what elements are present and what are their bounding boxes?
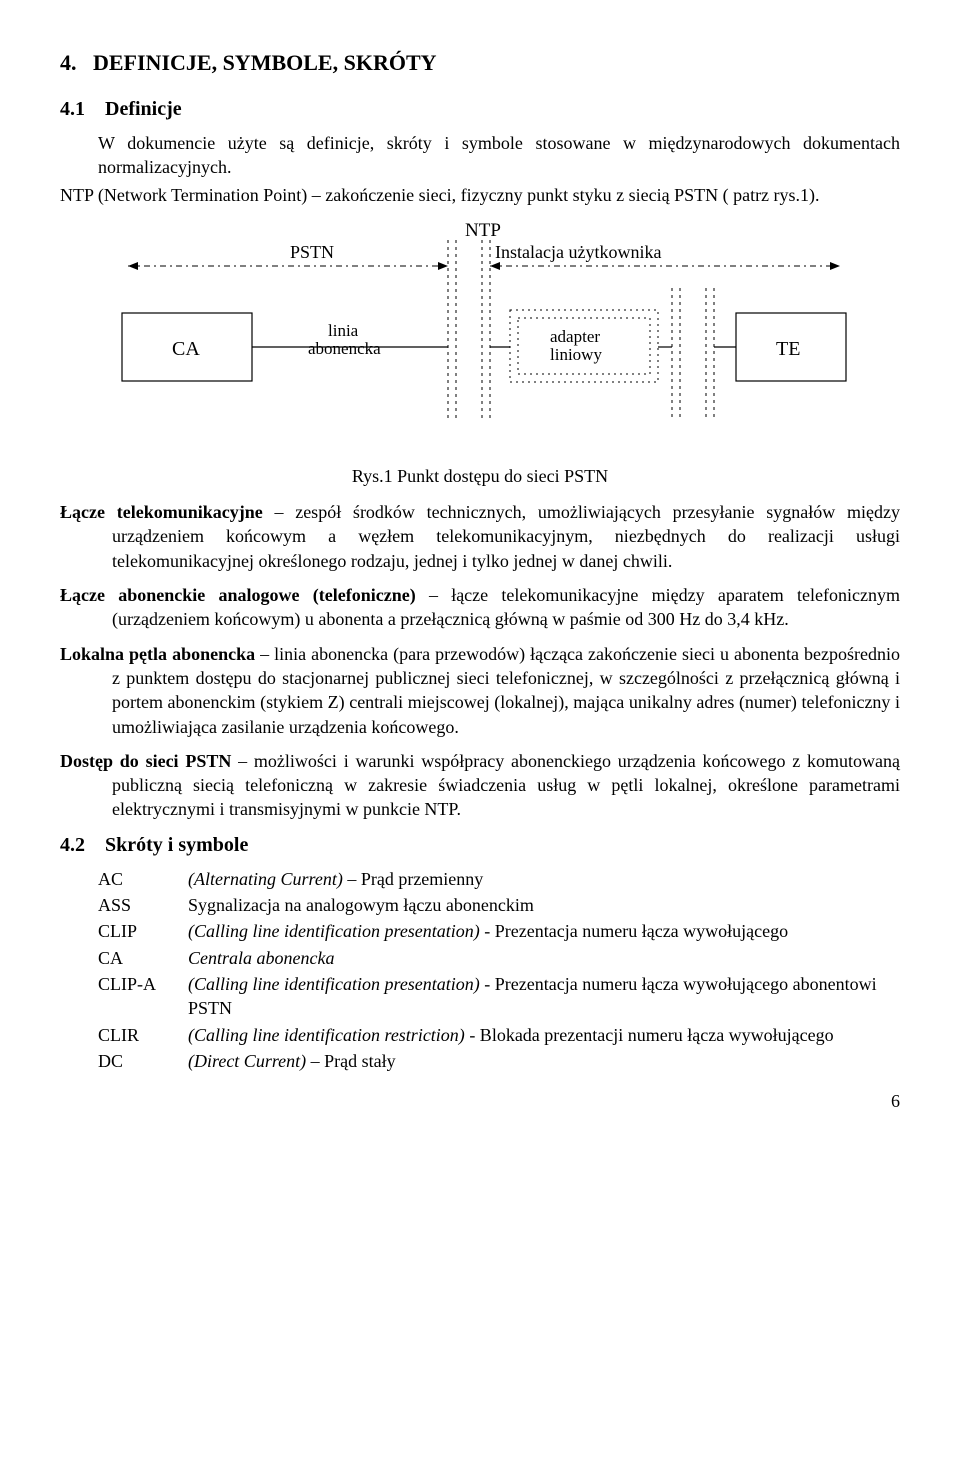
abbr-table: AC (Alternating Current) – Prąd przemien… bbox=[98, 867, 900, 1073]
abbr-val: Sygnalizacja na analogowym łączu abonenc… bbox=[188, 893, 900, 917]
abbr-row: DC (Direct Current) – Prąd stały bbox=[98, 1049, 900, 1073]
box-te-label: TE bbox=[776, 338, 800, 360]
abbr-val: Centrala abonencka bbox=[188, 946, 900, 970]
def-lokal-term: Lokalna pętla abonencka bbox=[60, 644, 255, 664]
intro-text: W dokumencie użyte są definicje, skróty … bbox=[98, 133, 900, 177]
arrowhead-right-1 bbox=[438, 262, 448, 270]
heading-main: 4. DEFINICJE, SYMBOLE, SKRÓTY bbox=[60, 48, 900, 78]
abbr-row: CLIP-A (Calling line identification pres… bbox=[98, 972, 900, 1021]
abbr-val: (Direct Current) – Prąd stały bbox=[188, 1049, 900, 1073]
box-ca-label: CA bbox=[172, 338, 200, 360]
abbr-key: CLIP bbox=[98, 919, 188, 943]
def-dostep-body: – możliwości i warunki współpracy abonen… bbox=[112, 751, 900, 820]
label-pstn: PSTN bbox=[290, 242, 334, 262]
figure-rys1: NTP PSTN Instalacja użytkownika CA linia… bbox=[100, 218, 860, 454]
heading-main-num: 4. bbox=[60, 50, 77, 75]
abbr-row: ASS Sygnalizacja na analogowym łączu abo… bbox=[98, 893, 900, 917]
abbr-row: CLIP (Calling line identification presen… bbox=[98, 919, 900, 943]
def-dostep: Dostęp do sieci PSTN – możliwości i waru… bbox=[60, 749, 900, 822]
abbr-row: CLIR (Calling line identification restri… bbox=[98, 1023, 900, 1047]
ntp-definition: NTP (Network Termination Point) – zakońc… bbox=[60, 183, 900, 207]
diagram-svg: NTP PSTN Instalacja użytkownika CA linia… bbox=[100, 218, 860, 448]
abbr-val: (Alternating Current) – Prąd przemienny bbox=[188, 867, 900, 891]
def-abon: Łącze abonenckie analogowe (telefoniczne… bbox=[60, 583, 900, 632]
arrowhead-right-2 bbox=[830, 262, 840, 270]
heading-4-2-text: Skróty i symbole bbox=[105, 834, 248, 856]
abbr-val: (Calling line identification presentatio… bbox=[188, 972, 900, 1021]
abbr-key: CLIP-A bbox=[98, 972, 188, 1021]
label-instalacja: Instalacja użytkownika bbox=[495, 242, 661, 262]
def-dostep-term: Dostęp do sieci PSTN bbox=[60, 751, 231, 771]
def-lacze-term: Łącze telekomunikacyjne bbox=[60, 502, 263, 522]
label-abonencka: abonencka bbox=[308, 339, 381, 358]
heading-main-text: DEFINICJE, SYMBOLE, SKRÓTY bbox=[93, 50, 437, 75]
abbr-key: ASS bbox=[98, 893, 188, 917]
abbr-key: CA bbox=[98, 946, 188, 970]
label-linia: linia bbox=[328, 321, 359, 340]
abbr-row: CA Centrala abonencka bbox=[98, 946, 900, 970]
heading-4-1: 4.1 Definicje bbox=[60, 96, 900, 123]
heading-4-2: 4.2 Skróty i symbole bbox=[60, 832, 900, 859]
def-abon-term: Łącze abonenckie analogowe (telefoniczne… bbox=[60, 585, 416, 605]
def-lokal: Lokalna pętla abonencka – linia abonenck… bbox=[60, 642, 900, 739]
abbr-val: (Calling line identification restriction… bbox=[188, 1023, 900, 1047]
abbr-key: CLIR bbox=[98, 1023, 188, 1047]
abbr-val: (Calling line identification presentatio… bbox=[188, 919, 900, 943]
heading-4-1-text: Definicje bbox=[105, 98, 182, 120]
heading-4-2-num: 4.2 bbox=[60, 832, 100, 859]
label-liniowy: liniowy bbox=[550, 345, 602, 364]
label-adapter: adapter bbox=[550, 327, 600, 346]
label-ntp: NTP bbox=[465, 220, 501, 241]
heading-4-1-num: 4.1 bbox=[60, 96, 100, 123]
arrowhead-left-1 bbox=[128, 262, 138, 270]
figure-caption: Rys.1 Punkt dostępu do sieci PSTN bbox=[60, 464, 900, 488]
abbr-row: AC (Alternating Current) – Prąd przemien… bbox=[98, 867, 900, 891]
def-lacze: Łącze telekomunikacyjne – zespół środków… bbox=[60, 500, 900, 573]
abbr-key: AC bbox=[98, 867, 188, 891]
intro-paragraph: W dokumencie użyte są definicje, skróty … bbox=[98, 131, 900, 180]
arrowhead-left-2 bbox=[490, 262, 500, 270]
abbr-key: DC bbox=[98, 1049, 188, 1073]
page-number: 6 bbox=[60, 1089, 900, 1113]
